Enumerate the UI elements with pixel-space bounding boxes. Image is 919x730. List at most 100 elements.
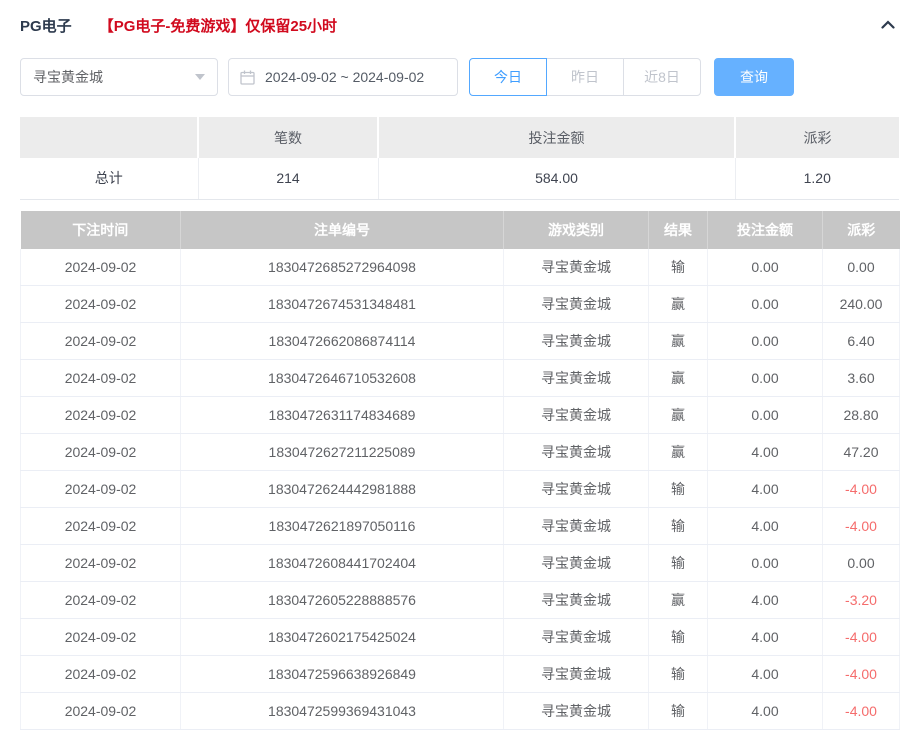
- cell-bet-time: 2024-09-02: [21, 397, 181, 434]
- cell-payout: -4.00: [823, 471, 900, 508]
- cell-result: 输: [649, 508, 708, 545]
- summary-header-blank: [20, 117, 198, 158]
- cell-bet-amount: 4.00: [708, 471, 823, 508]
- game-select[interactable]: 寻宝黄金城: [20, 58, 218, 96]
- cell-game-type: 寻宝黄金城: [504, 397, 649, 434]
- cell-payout: 28.80: [823, 397, 900, 434]
- header-bet-time: 下注时间: [21, 211, 181, 249]
- header-result: 结果: [649, 211, 708, 249]
- cell-bet-time: 2024-09-02: [21, 656, 181, 693]
- panel-header: PG电子 【PG电子-免费游戏】仅保留25小时: [20, 0, 899, 35]
- filter-bar: 寻宝黄金城 2024-09-02 ~ 2024-09-02 今日 昨日 近8日 …: [20, 58, 899, 96]
- cell-result: 赢: [649, 323, 708, 360]
- cell-bet-id: 1830472627211225089: [181, 434, 504, 471]
- quick-btn-last8days[interactable]: 近8日: [623, 58, 701, 96]
- cell-bet-time: 2024-09-02: [21, 249, 181, 286]
- summary-total-payout: 1.20: [735, 158, 899, 199]
- cell-bet-time: 2024-09-02: [21, 582, 181, 619]
- cell-game-type: 寻宝黄金城: [504, 434, 649, 471]
- cell-bet-time: 2024-09-02: [21, 545, 181, 582]
- cell-result: 赢: [649, 582, 708, 619]
- cell-payout: 6.40: [823, 323, 900, 360]
- cell-bet-amount: 0.00: [708, 323, 823, 360]
- cell-payout: 0.00: [823, 249, 900, 286]
- summary-header-row: 笔数 投注金额 派彩: [20, 117, 899, 158]
- collapse-button[interactable]: [877, 14, 899, 36]
- cell-game-type: 寻宝黄金城: [504, 323, 649, 360]
- search-button[interactable]: 查询: [714, 58, 794, 96]
- table-row: 2024-09-02 1830472608441702404 寻宝黄金城 输 0…: [21, 545, 900, 582]
- cell-bet-time: 2024-09-02: [21, 360, 181, 397]
- cell-result: 赢: [649, 286, 708, 323]
- table-row: 2024-09-02 1830472602175425024 寻宝黄金城 输 4…: [21, 619, 900, 656]
- cell-bet-amount: 4.00: [708, 434, 823, 471]
- cell-game-type: 寻宝黄金城: [504, 582, 649, 619]
- cell-result: 赢: [649, 360, 708, 397]
- summary-table: 笔数 投注金额 派彩 总计 214 584.00 1.20: [20, 117, 899, 200]
- cell-bet-id: 1830472602175425024: [181, 619, 504, 656]
- cell-bet-amount: 0.00: [708, 397, 823, 434]
- cell-payout: -3.20: [823, 582, 900, 619]
- cell-game-type: 寻宝黄金城: [504, 360, 649, 397]
- table-row: 2024-09-02 1830472599369431043 寻宝黄金城 输 4…: [21, 693, 900, 730]
- date-range-value: 2024-09-02 ~ 2024-09-02: [265, 69, 424, 85]
- cell-payout: 240.00: [823, 286, 900, 323]
- table-row: 2024-09-02 1830472674531348481 寻宝黄金城 赢 0…: [21, 286, 900, 323]
- cell-bet-id: 1830472608441702404: [181, 545, 504, 582]
- cell-bet-id: 1830472624442981888: [181, 471, 504, 508]
- cell-bet-time: 2024-09-02: [21, 471, 181, 508]
- cell-result: 输: [649, 619, 708, 656]
- panel-title: PG电子: [20, 15, 72, 36]
- table-row: 2024-09-02 1830472624442981888 寻宝黄金城 输 4…: [21, 471, 900, 508]
- summary-total-bet-amount: 584.00: [378, 158, 735, 199]
- cell-bet-amount: 4.00: [708, 656, 823, 693]
- summary-header-bet-amount: 投注金额: [378, 117, 735, 158]
- cell-game-type: 寻宝黄金城: [504, 471, 649, 508]
- cell-game-type: 寻宝黄金城: [504, 508, 649, 545]
- cell-bet-time: 2024-09-02: [21, 323, 181, 360]
- cell-bet-time: 2024-09-02: [21, 286, 181, 323]
- cell-payout: -4.00: [823, 508, 900, 545]
- quick-btn-today[interactable]: 今日: [469, 58, 547, 96]
- cell-result: 赢: [649, 434, 708, 471]
- cell-game-type: 寻宝黄金城: [504, 286, 649, 323]
- cell-payout: -4.00: [823, 656, 900, 693]
- summary-total-label: 总计: [20, 158, 198, 199]
- cell-bet-amount: 4.00: [708, 508, 823, 545]
- game-select-value: 寻宝黄金城: [33, 67, 195, 87]
- table-row: 2024-09-02 1830472596638926849 寻宝黄金城 输 4…: [21, 656, 900, 693]
- cell-result: 输: [649, 471, 708, 508]
- table-row: 2024-09-02 1830472685272964098 寻宝黄金城 输 0…: [21, 249, 900, 286]
- cell-bet-id: 1830472631174834689: [181, 397, 504, 434]
- chevron-down-icon: [195, 74, 205, 80]
- cell-payout: -4.00: [823, 693, 900, 730]
- cell-result: 输: [649, 656, 708, 693]
- table-row: 2024-09-02 1830472662086874114 寻宝黄金城 赢 0…: [21, 323, 900, 360]
- quick-range-group: 今日 昨日 近8日: [469, 58, 701, 96]
- cell-bet-amount: 4.00: [708, 582, 823, 619]
- cell-bet-time: 2024-09-02: [21, 434, 181, 471]
- cell-game-type: 寻宝黄金城: [504, 693, 649, 730]
- cell-bet-id: 1830472685272964098: [181, 249, 504, 286]
- header-game-type: 游戏类别: [504, 211, 649, 249]
- date-range-input[interactable]: 2024-09-02 ~ 2024-09-02: [228, 58, 458, 96]
- header-bet-id: 注单编号: [181, 211, 504, 249]
- bet-records-table: 下注时间 注单编号 游戏类别 结果 投注金额 派彩 2024-09-02 183…: [20, 211, 900, 730]
- table-row: 2024-09-02 1830472627211225089 寻宝黄金城 赢 4…: [21, 434, 900, 471]
- cell-bet-time: 2024-09-02: [21, 508, 181, 545]
- table-row: 2024-09-02 1830472605228888576 寻宝黄金城 赢 4…: [21, 582, 900, 619]
- cell-result: 输: [649, 545, 708, 582]
- panel-notice: 【PG电子-免费游戏】仅保留25小时: [99, 15, 337, 36]
- cell-bet-id: 1830472662086874114: [181, 323, 504, 360]
- cell-result: 赢: [649, 397, 708, 434]
- cell-payout: 47.20: [823, 434, 900, 471]
- cell-bet-time: 2024-09-02: [21, 619, 181, 656]
- cell-game-type: 寻宝黄金城: [504, 656, 649, 693]
- calendar-icon: [239, 69, 256, 86]
- cell-bet-amount: 0.00: [708, 286, 823, 323]
- cell-bet-id: 1830472605228888576: [181, 582, 504, 619]
- cell-payout: -4.00: [823, 619, 900, 656]
- cell-bet-amount: 4.00: [708, 619, 823, 656]
- quick-btn-yesterday[interactable]: 昨日: [546, 58, 624, 96]
